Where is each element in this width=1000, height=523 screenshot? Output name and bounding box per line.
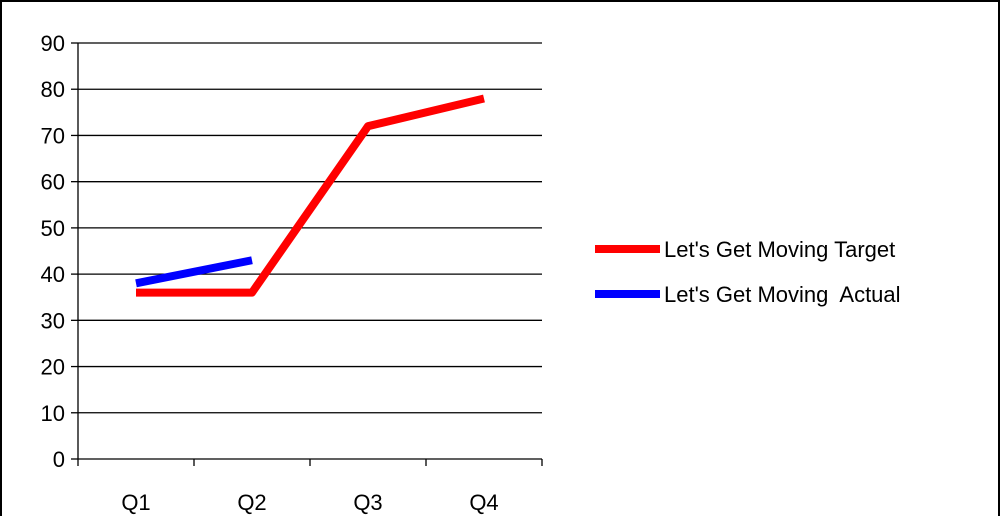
y-tick-label: 30 [41,308,65,333]
y-tick-label: 50 [41,216,65,241]
y-tick-label: 60 [41,170,65,195]
y-tick-label: 80 [41,77,65,102]
gridlines [78,42,542,414]
y-axis-tick-labels: 0 10 20 30 40 50 60 70 80 90 [41,31,65,472]
x-tick-label: Q3 [353,490,382,515]
axes [71,42,543,466]
y-tick-label: 70 [41,123,65,148]
x-tick-label: Q2 [237,490,266,515]
legend-label: Let's Get Moving Target [664,237,895,262]
series-line-target [136,94,485,297]
legend: Let's Get Moving Target Let's Get Moving … [595,237,901,307]
y-tick-label: 10 [41,401,65,426]
series-line-actual [135,256,253,288]
series-lines [135,94,485,297]
y-tick-label: 0 [53,447,65,472]
x-tick-label: Q4 [469,490,498,515]
y-tick-label: 90 [41,31,65,56]
legend-label: Let's Get Moving Actual [664,282,901,307]
x-axis-tick-labels: Q1 Q2 Q3 Q4 [121,490,498,515]
y-tick-label: 20 [41,355,65,380]
y-tick-label: 40 [41,262,65,287]
x-tick-label: Q1 [121,490,150,515]
